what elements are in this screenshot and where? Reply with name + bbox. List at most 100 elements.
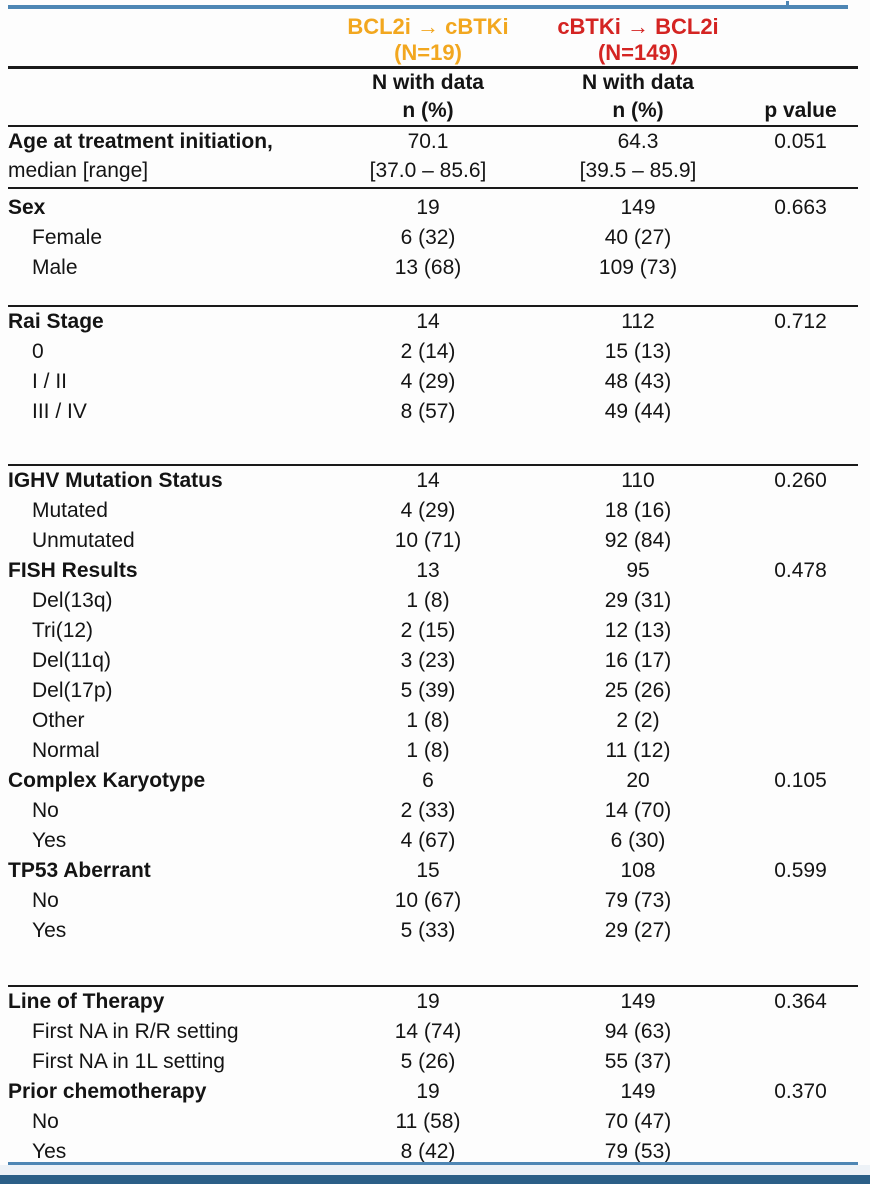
col2-subheader-nwithdata: N with data — [581, 71, 694, 94]
top-blue-tick — [786, 1, 789, 7]
col2-value: 18 (16) — [604, 499, 672, 522]
table-row: Female 6 (32) 40 (27) — [8, 223, 858, 253]
col1-value: 8 (57) — [400, 400, 456, 423]
arm1-header: BCL2i → cBTKi (N=19) — [323, 14, 533, 66]
col1-value: 5 (39) — [400, 679, 456, 702]
row-label: Tri(12) — [32, 619, 94, 642]
p-value: 0.051 — [774, 130, 827, 153]
row-label: FISH Results — [8, 559, 138, 582]
p-value: 0.478 — [774, 559, 827, 582]
col1-value: 6 (32) — [400, 226, 456, 249]
arm-header-row: BCL2i → cBTKi (N=19) cBTKi → BCL2i (N=14… — [8, 9, 858, 66]
p-value: 0.599 — [774, 859, 827, 882]
row-label: Other — [32, 709, 85, 732]
row-label: Mutated — [32, 499, 108, 522]
col1-value: 2 (33) — [400, 799, 456, 822]
col2-value: 109 (73) — [598, 256, 678, 279]
section-gap — [8, 427, 858, 464]
col2-value: 149 — [620, 196, 656, 219]
col2-value: 49 (44) — [604, 400, 672, 423]
table-row: Del(13q) 1 (8) 29 (31) — [8, 586, 858, 616]
col2-value: 92 (84) — [604, 529, 672, 552]
row-label: Sex — [8, 196, 46, 219]
col2-value: 25 (26) — [604, 679, 672, 702]
p-value: 0.663 — [774, 196, 827, 219]
table-row: Sex 19 149 0.663 — [8, 193, 858, 223]
col2-value: 108 — [620, 859, 656, 882]
col2-value: 70 (47) — [604, 1110, 672, 1133]
p-value: 0.105 — [774, 769, 827, 792]
col1-value: 4 (67) — [400, 829, 456, 852]
col1-value: 14 — [416, 469, 440, 492]
col1-value: 13 — [416, 559, 440, 582]
table-row: Tri(12) 2 (15) 12 (13) — [8, 616, 858, 646]
table-row: Other 1 (8) 2 (2) — [8, 706, 858, 736]
col2-value: 149 — [620, 990, 656, 1013]
table-row: Del(17p) 5 (39) 25 (26) — [8, 676, 858, 706]
table-row: Normal 1 (8) 11 (12) — [8, 736, 858, 766]
age-label-line2: median [range] — [8, 159, 149, 182]
col2-value: 95 — [626, 559, 650, 582]
table-row: Yes 8 (42) 79 (53) — [8, 1137, 858, 1167]
row-label: Unmutated — [32, 529, 135, 552]
table-row: No 2 (33) 14 (70) — [8, 796, 858, 826]
col2-value: 94 (63) — [604, 1020, 672, 1043]
age-label-line1: Age at treatment initiation, — [8, 130, 273, 153]
col2-value: 79 (53) — [604, 1140, 672, 1163]
age-col1-range: [37.0 – 85.6] — [369, 159, 487, 182]
col2-value: 11 (12) — [605, 739, 671, 762]
col1-value: 70.1 [37.0 – 85.6] — [323, 127, 533, 185]
col1-subheader-npct: n (%) — [402, 99, 454, 122]
row-label: Normal — [32, 739, 100, 762]
col1-value: 8 (42) — [400, 1140, 456, 1163]
col1-value: 11 (58) — [395, 1110, 461, 1133]
col1-value: 1 (8) — [406, 709, 450, 732]
table-row-age: Age at treatment initiation, median [ran… — [8, 127, 858, 187]
row-label: Prior chemotherapy — [8, 1080, 207, 1103]
col1-value: 2 (14) — [400, 340, 456, 363]
col2-value: 55 (37) — [604, 1050, 672, 1073]
table-row: Yes 4 (67) 6 (30) — [8, 826, 858, 856]
bottom-light-strip — [0, 1165, 870, 1175]
section-divider — [8, 305, 858, 307]
row-label: No — [32, 799, 59, 822]
table-row: 0 2 (14) 15 (13) — [8, 337, 858, 367]
row-label: First NA in 1L setting — [32, 1050, 225, 1073]
row-label: Male — [32, 256, 78, 279]
p-value: 0.370 — [774, 1080, 827, 1103]
col2-value: 64.3 [39.5 – 85.9] — [533, 127, 743, 185]
col1-value: 2 (15) — [400, 619, 456, 642]
col2-value: 29 (31) — [604, 589, 672, 612]
section-gap — [8, 283, 858, 305]
col1-value: 19 — [416, 990, 440, 1013]
row-label: 0 — [32, 340, 44, 363]
section-gap — [8, 946, 858, 985]
col1-value: 14 — [416, 310, 440, 333]
row-label: Del(17p) — [32, 679, 113, 702]
row-label: IGHV Mutation Status — [8, 469, 223, 492]
col1-value: 10 (71) — [394, 529, 462, 552]
age-rule — [8, 187, 858, 189]
table-row: Rai Stage 14 112 0.712 — [8, 307, 858, 337]
col1-value: 5 (26) — [400, 1050, 456, 1073]
row-label: Yes — [32, 919, 67, 942]
col2-subheader-npct: n (%) — [612, 99, 664, 122]
row-label: Female — [32, 226, 103, 249]
col2-value: 79 (73) — [604, 889, 672, 912]
col1-value: 10 (67) — [394, 889, 462, 912]
table-row: Line of Therapy 19 149 0.364 — [8, 987, 858, 1017]
col1-value: 19 — [416, 1080, 440, 1103]
arm2-header: cBTKi → BCL2i (N=149) — [533, 14, 743, 66]
col1-subheader-nwithdata: N with data — [371, 71, 484, 94]
table-row: Mutated 4 (29) 18 (16) — [8, 496, 858, 526]
col1-value: 4 (29) — [400, 499, 456, 522]
age-col1-median: 70.1 — [407, 130, 449, 153]
row-label: No — [32, 889, 59, 912]
table-row: Prior chemotherapy 19 149 0.370 — [8, 1077, 858, 1107]
col2-value: 149 — [620, 1080, 656, 1103]
table-row: III / IV 8 (57) 49 (44) — [8, 397, 858, 427]
table-row: Male 13 (68) 109 (73) — [8, 253, 858, 283]
row-label: Yes — [32, 1140, 67, 1163]
col2-value: 14 (70) — [604, 799, 672, 822]
p-value: 0.260 — [774, 469, 827, 492]
